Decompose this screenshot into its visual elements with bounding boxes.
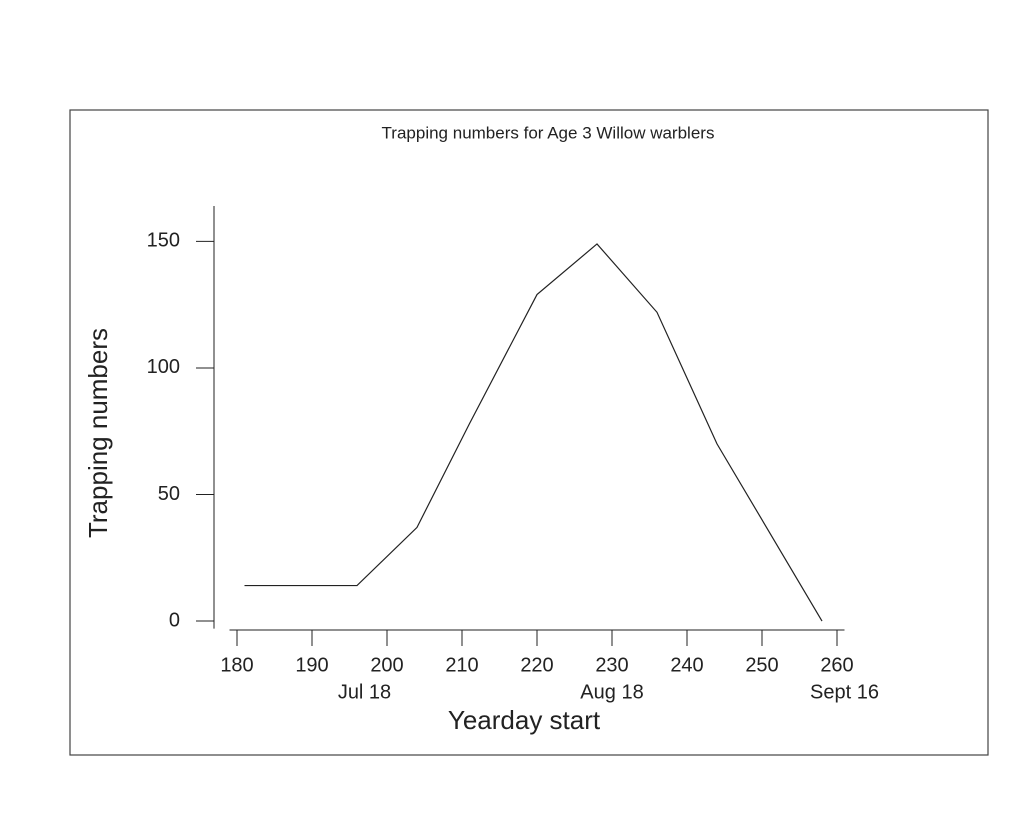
date-label: Jul 18	[338, 681, 391, 703]
y-tick-label: 50	[158, 483, 180, 505]
date-label: Sept 16	[810, 681, 879, 703]
y-tick-label: 100	[147, 356, 180, 378]
x-tick-label: 240	[670, 654, 703, 676]
y-tick-label: 0	[169, 609, 180, 631]
line-series	[244, 243, 823, 622]
x-tick-label: 250	[745, 654, 778, 676]
frame	[69, 109, 989, 756]
y-axis-title: Trapping numbers	[83, 328, 113, 538]
y-tick-label: 150	[147, 230, 180, 252]
x-tick-label: 220	[520, 654, 553, 676]
x-axis-title: Yearday start	[448, 705, 601, 735]
x-tick-label: 190	[295, 654, 328, 676]
chart-title: Trapping numbers for Age 3 Willow warble…	[382, 123, 715, 142]
x-tick-label: 260	[820, 654, 853, 676]
x-tick-label: 230	[595, 654, 628, 676]
x-tick-label: 180	[220, 654, 253, 676]
date-label: Aug 18	[580, 681, 643, 703]
x-tick-label: 210	[445, 654, 478, 676]
x-tick-label: 200	[370, 654, 403, 676]
